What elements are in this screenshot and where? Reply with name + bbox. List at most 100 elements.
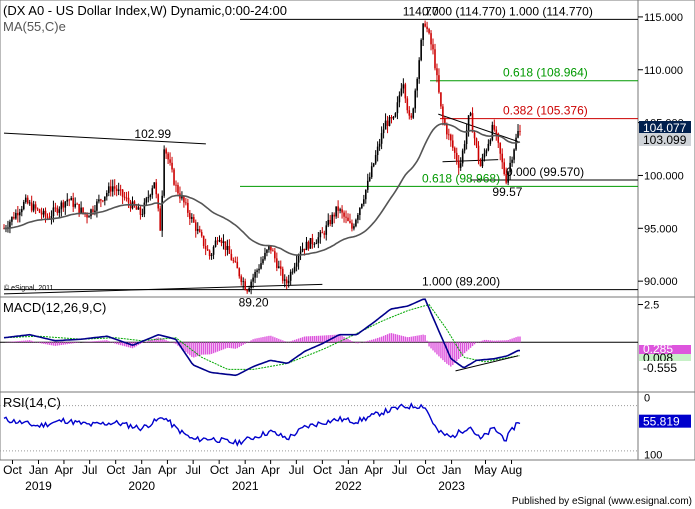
candle-body xyxy=(153,182,156,189)
candle-body xyxy=(501,153,504,163)
candle-body xyxy=(450,134,452,141)
candle-body xyxy=(291,271,294,273)
time-axis-year-label: 2022 xyxy=(335,479,362,493)
candle-body xyxy=(40,212,43,215)
candle-body xyxy=(519,130,521,132)
candle-body xyxy=(289,271,292,281)
candle-body xyxy=(175,184,177,186)
time-axis-month-label: Oct xyxy=(313,463,332,477)
candle-body xyxy=(248,288,250,292)
candle-body xyxy=(191,217,193,219)
time-axis-month-label: Oct xyxy=(416,463,435,477)
price-readout-value: 103.099 xyxy=(643,133,687,147)
candle-body xyxy=(461,150,464,164)
candle-body xyxy=(102,200,104,202)
candle-body xyxy=(161,195,163,231)
candle-body xyxy=(242,281,245,283)
candle-body xyxy=(505,174,507,183)
candle-body xyxy=(230,253,233,261)
candle-body xyxy=(364,189,367,200)
candle-body xyxy=(202,235,205,247)
candle-body xyxy=(54,207,57,209)
candle-body xyxy=(50,216,53,219)
candle-body xyxy=(428,29,430,34)
candle-body xyxy=(141,214,144,215)
candle-body xyxy=(412,108,415,118)
candle-body xyxy=(351,222,353,229)
candle-body xyxy=(398,95,401,103)
rsi-y-tick-label: 100 xyxy=(644,449,662,461)
candle-body xyxy=(58,209,61,213)
candle-body xyxy=(78,204,80,213)
candle-body xyxy=(384,120,387,130)
candle-body xyxy=(88,216,90,218)
macd-signal-line xyxy=(3,303,520,370)
time-axis-month-label: Apr xyxy=(158,463,177,477)
candle-body xyxy=(76,203,78,205)
price-annotation: 99.57 xyxy=(492,185,522,199)
candle-body xyxy=(238,268,241,277)
candle-body xyxy=(507,172,509,183)
footer-credit: Published by eSignal (www.esignal.com) xyxy=(512,496,692,507)
candle-body xyxy=(232,260,235,262)
candle-body xyxy=(262,259,264,264)
candle-body xyxy=(331,214,333,225)
candle-body xyxy=(438,75,440,93)
candle-body xyxy=(169,159,171,163)
candle-body xyxy=(228,245,231,254)
candle-body xyxy=(121,189,124,197)
price-y-tick-label: 100.000 xyxy=(644,170,684,182)
candle-body xyxy=(133,201,136,207)
candle-body xyxy=(42,210,45,215)
time-axis-month-label: Apr xyxy=(55,463,74,477)
time-axis-month-label: Jan xyxy=(132,463,151,477)
candle-body xyxy=(359,207,361,216)
candle-body xyxy=(337,206,339,211)
macd-readout-box xyxy=(639,345,691,354)
candle-body xyxy=(463,144,466,151)
candle-body xyxy=(268,245,270,250)
candle-body xyxy=(181,196,183,199)
time-axis-month-label: Oct xyxy=(3,463,22,477)
candle-body xyxy=(394,113,397,117)
candle-body xyxy=(163,149,165,196)
candle-body xyxy=(214,240,217,247)
candle-body xyxy=(382,129,385,134)
candle-body xyxy=(368,177,371,181)
candle-body xyxy=(212,246,215,255)
candle-body xyxy=(363,199,365,204)
time-axis-month-label: Jan xyxy=(235,463,254,477)
time-axis-month-label: Jan xyxy=(339,463,358,477)
candle-body xyxy=(293,266,296,272)
candle-body xyxy=(372,163,375,167)
candle-body xyxy=(206,249,209,251)
candle-body xyxy=(485,150,488,154)
macd-readout-box xyxy=(639,361,691,374)
candle-body xyxy=(177,185,179,194)
candle-body xyxy=(323,233,326,235)
candle-body xyxy=(339,209,341,211)
candle-body xyxy=(467,115,470,131)
fib-level-label: 0.382 (105.376) xyxy=(503,104,588,118)
candle-body xyxy=(477,145,480,161)
time-axis-month-label: Apr xyxy=(261,463,280,477)
candle-body xyxy=(495,129,498,134)
candle-body xyxy=(86,214,88,218)
candle-body xyxy=(200,232,203,236)
candle-body xyxy=(258,268,260,271)
candle-body xyxy=(260,263,262,269)
price-annotation: 102.99 xyxy=(134,127,171,141)
candle-body xyxy=(224,241,227,250)
candle-body xyxy=(311,238,314,245)
candle-body xyxy=(127,197,130,203)
candle-body xyxy=(82,207,84,213)
candle-body xyxy=(374,154,377,164)
time-axis-month-label: May xyxy=(474,463,497,477)
candle-body xyxy=(185,202,187,204)
rsi-readout-box xyxy=(639,414,691,428)
candle-body xyxy=(317,237,320,243)
candle-body xyxy=(204,246,207,250)
candle-body xyxy=(220,239,223,244)
candle-body xyxy=(487,143,490,151)
